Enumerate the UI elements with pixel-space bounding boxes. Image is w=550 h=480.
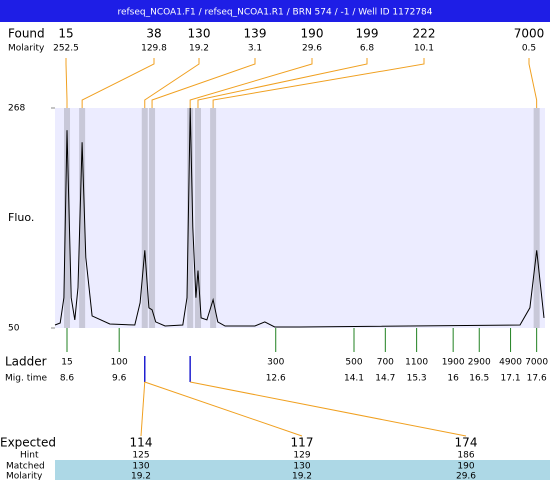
ladder-size: 500 [345, 358, 362, 368]
found-connector [144, 58, 200, 108]
ladder-size: 2900 [468, 358, 491, 368]
found-molarity: 129.8 [141, 44, 167, 54]
expected-molarity: 29.6 [456, 472, 476, 480]
y-tick-label: 268 [8, 104, 25, 114]
match-connector [190, 381, 467, 437]
expected-molarity: 19.2 [131, 472, 151, 480]
ladder-label: Ladder [5, 355, 47, 369]
header-bar [0, 0, 550, 22]
y-label: Fluo. [8, 211, 34, 224]
peak-band [141, 108, 148, 328]
found-connector [81, 58, 155, 108]
ladder-time: 17.1 [501, 374, 521, 384]
peak-band [149, 108, 156, 328]
peak-band [194, 108, 201, 328]
ladder-size: 700 [377, 358, 394, 368]
found-connector [212, 58, 425, 108]
peak-band [64, 108, 71, 328]
ladder-time: 14.1 [344, 374, 364, 384]
found-molarity: 6.8 [360, 44, 375, 54]
peak-band [79, 108, 86, 328]
ladder-time: 12.6 [266, 374, 286, 384]
matched-value: 190 [457, 462, 474, 472]
ladder-size: 15 [61, 358, 72, 368]
title: refseq_NCOA1.F1 / refseq_NCOA1.R1 / BRN … [117, 8, 432, 18]
ladder-time: 16.5 [469, 374, 489, 384]
ladder-time: 14.7 [375, 374, 395, 384]
ladder-time: 16 [447, 374, 459, 384]
found-size: 139 [244, 27, 267, 41]
found-molarity: 3.1 [248, 44, 262, 54]
found-connector [65, 58, 68, 108]
found-label: Found [8, 27, 45, 41]
ladder-size: 300 [267, 358, 284, 368]
ladder-size: 1900 [442, 358, 465, 368]
ladder-time: 17.6 [527, 374, 547, 384]
matched-value: 130 [293, 462, 310, 472]
peak-band [533, 108, 540, 328]
found-connector [197, 58, 368, 108]
found-molarity: 0.5 [522, 44, 536, 54]
match-connector [144, 381, 303, 437]
matched-label: Matched [6, 462, 45, 472]
found-molarity: 10.1 [414, 44, 434, 54]
ladder-size: 1100 [405, 358, 428, 368]
found-molarity-label: Molarity [8, 44, 45, 54]
peak-band [210, 108, 217, 328]
found-size: 130 [188, 27, 211, 41]
found-size: 222 [413, 27, 436, 41]
plot-area [55, 108, 545, 328]
found-connector [151, 58, 256, 108]
ladder-time: 9.6 [112, 374, 127, 384]
hint-value: 129 [293, 451, 310, 461]
peak-band [187, 108, 194, 328]
expected-molarity: 19.2 [292, 472, 312, 480]
matched-value: 130 [132, 462, 149, 472]
found-size: 190 [301, 27, 324, 41]
hint-value: 186 [457, 451, 474, 461]
ladder-size: 7000 [525, 358, 548, 368]
found-size: 15 [58, 27, 73, 41]
ladder-size: 4900 [499, 358, 522, 368]
mig-time-label: Mig. time [5, 374, 47, 384]
trace [54, 107, 545, 328]
found-size: 38 [146, 27, 161, 41]
found-molarity: 29.6 [302, 44, 322, 54]
found-size: 7000 [514, 27, 545, 41]
hint-value: 125 [132, 451, 149, 461]
found-connector [528, 58, 538, 108]
expected-size: 117 [291, 436, 314, 450]
molarity-label: Molarity [6, 472, 43, 480]
found-connector [189, 58, 313, 108]
expected-size: 174 [455, 436, 478, 450]
matched-band [55, 460, 550, 480]
y-tick-label: 50 [8, 324, 20, 334]
ladder-time: 15.3 [407, 374, 427, 384]
found-molarity: 252.5 [53, 44, 79, 54]
match-connector [140, 381, 146, 437]
found-size: 199 [356, 27, 379, 41]
expected-label: Expected [0, 436, 56, 450]
found-molarity: 19.2 [189, 44, 209, 54]
ladder-time: 8.6 [60, 374, 75, 384]
hint-label: Hint [20, 451, 39, 461]
expected-size: 114 [130, 436, 153, 450]
ladder-size: 100 [111, 358, 128, 368]
